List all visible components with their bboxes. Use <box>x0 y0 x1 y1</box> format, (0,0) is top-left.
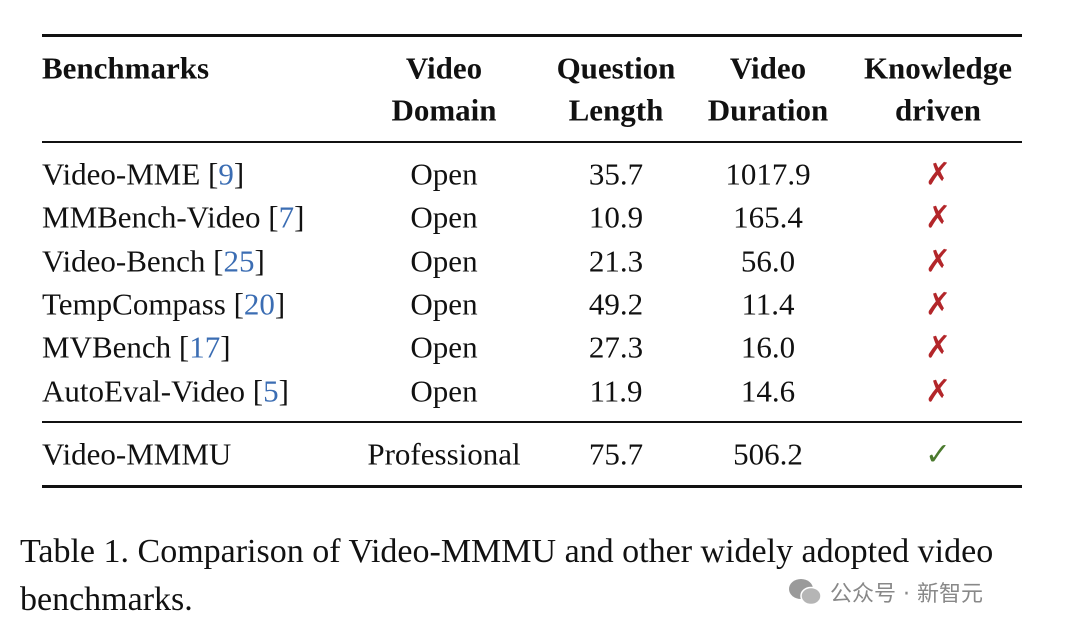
cell-benchmark: MVBench [17] <box>42 329 231 365</box>
cell-benchmark: Video-MME [9] <box>42 156 245 192</box>
column-header: Duration <box>707 92 829 128</box>
cell-domain: Open <box>410 199 478 235</box>
cell-question-length: 35.7 <box>588 156 644 192</box>
cell-video-duration: 14.6 <box>740 373 796 408</box>
cell-domain: Open <box>410 286 478 322</box>
cell-benchmark: Video-MMMU <box>42 436 232 472</box>
watermark-text: 公众号 · 新智元 <box>830 582 983 607</box>
cell-benchmark: Video-Bench [25] <box>42 243 265 279</box>
cell-domain: Professional <box>367 436 521 472</box>
cell-question-length: 49.2 <box>588 286 644 322</box>
cell-question-length: 21.3 <box>588 243 644 279</box>
table-rule <box>42 485 1022 488</box>
cell-knowledge-driven: ✗ <box>925 199 951 235</box>
cell-question-length: 27.3 <box>588 329 644 365</box>
watermark: 公众号 · 新智元 <box>788 576 983 608</box>
cell-video-duration: 16.0 <box>740 329 796 365</box>
cell-knowledge-driven: ✗ <box>925 156 951 192</box>
column-header: Video <box>405 50 483 86</box>
cell-question-length: 11.9 <box>589 373 643 408</box>
cell-question-length: 10.9 <box>588 199 644 235</box>
table-rule <box>42 34 1022 37</box>
column-header: Benchmarks <box>42 50 210 86</box>
cell-knowledge-driven: ✗ <box>925 243 951 279</box>
cell-video-duration: 506.2 <box>733 436 803 472</box>
cell-domain: Open <box>410 243 478 279</box>
cell-benchmark: TempCompass [20] <box>42 286 286 322</box>
cell-knowledge-driven: ✗ <box>925 373 951 408</box>
column-header: Video <box>729 50 807 86</box>
table-rule <box>42 141 1022 143</box>
column-header: Length <box>568 92 664 128</box>
cell-knowledge-driven: ✓ <box>925 436 951 472</box>
cell-domain: Open <box>410 329 478 365</box>
column-header: Domain <box>391 92 497 128</box>
cell-knowledge-driven: ✗ <box>925 286 951 322</box>
cell-domain: Open <box>410 156 478 192</box>
column-header: driven <box>894 92 982 128</box>
wechat-icon <box>789 579 822 606</box>
table-rule <box>42 421 1022 423</box>
cell-video-duration: 165.4 <box>733 199 803 235</box>
cell-benchmark: MMBench-Video [7] <box>42 199 305 235</box>
cell-video-duration: 11.4 <box>741 286 795 322</box>
cell-video-duration: 56.0 <box>740 243 796 279</box>
cell-domain: Open <box>410 373 478 408</box>
column-header: Knowledge <box>863 50 1013 86</box>
column-header: Question <box>556 50 676 86</box>
cell-question-length: 75.7 <box>588 436 644 472</box>
cell-benchmark: AutoEval-Video [5] <box>42 373 289 408</box>
caption: Table 1. Comparison of Video-MMMU and ot… <box>20 533 994 618</box>
cell-video-duration: 1017.9 <box>725 156 811 192</box>
cell-knowledge-driven: ✗ <box>925 329 951 365</box>
